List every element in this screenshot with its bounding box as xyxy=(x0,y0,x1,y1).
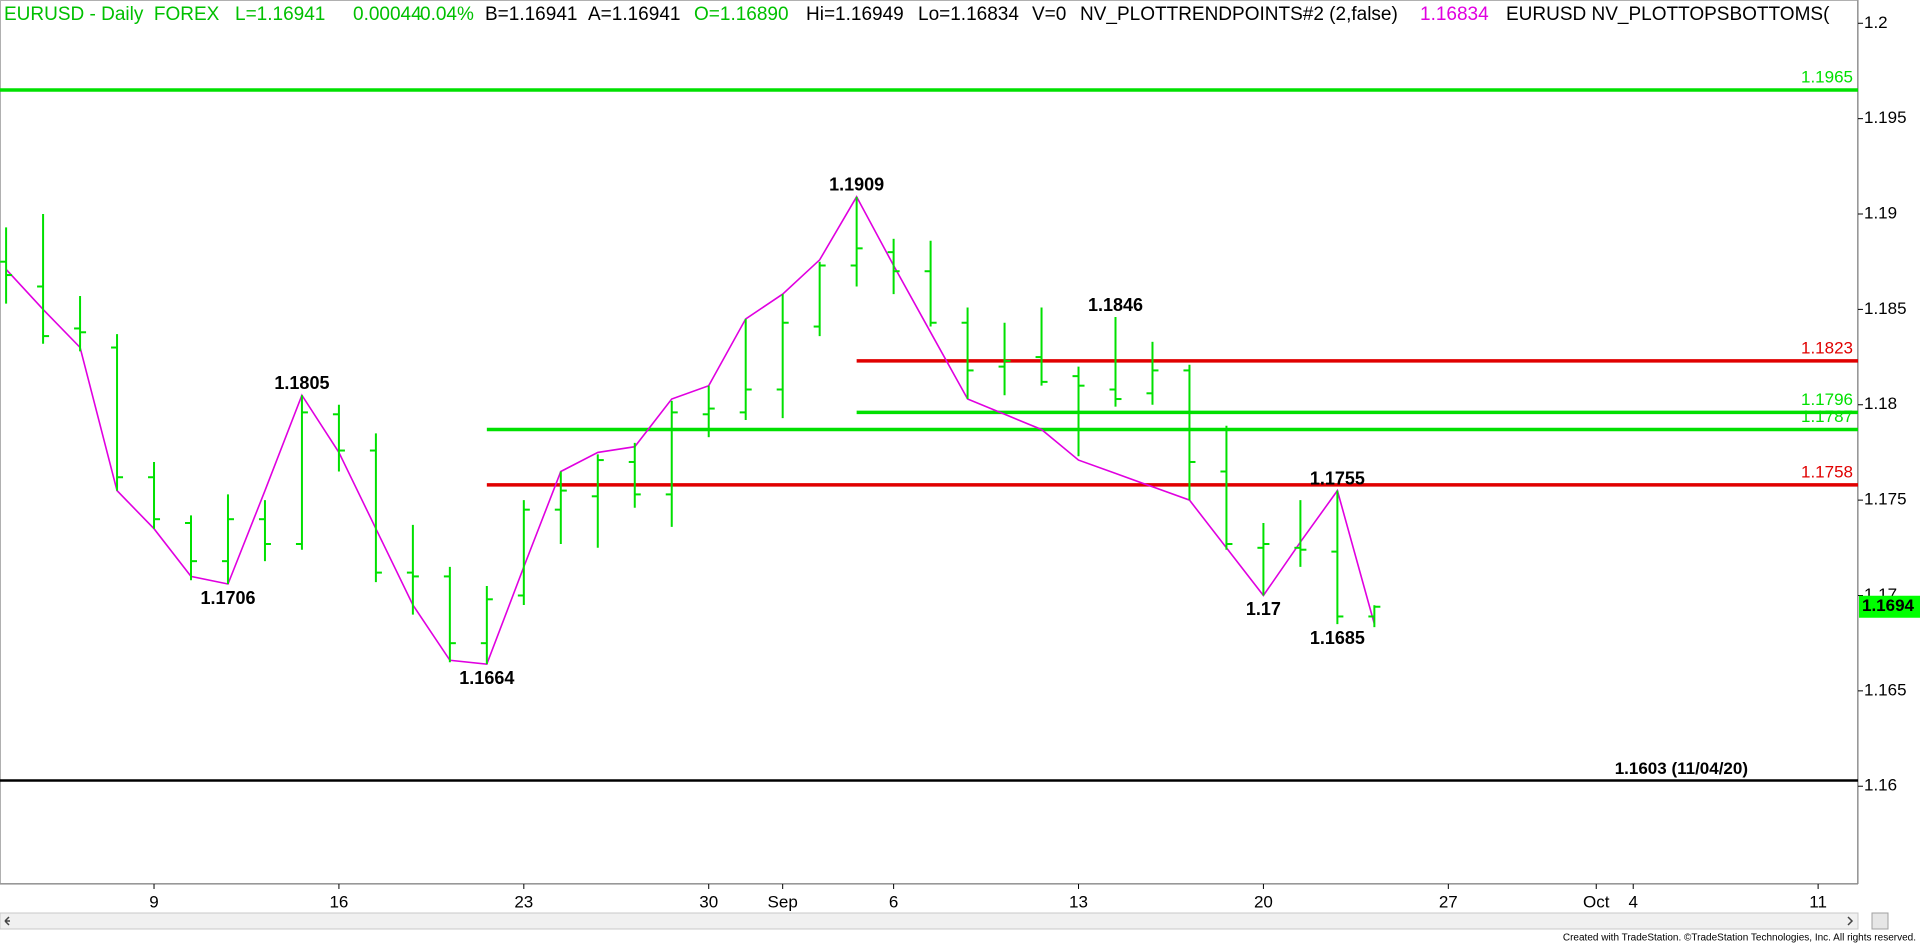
last-price-label: 1.1694 xyxy=(1862,596,1915,615)
footer: Created with TradeStation. ©TradeStation… xyxy=(1563,933,1916,944)
status-text: EURUSD NV_PLOTTOPSBOTTOMS( xyxy=(1506,4,1830,25)
level-label: 1.1758 xyxy=(1801,462,1853,481)
x-tick-label: 23 xyxy=(514,892,533,911)
status-text: Hi=1.16949 xyxy=(806,4,904,25)
y-tick-label: 1.2 xyxy=(1864,13,1888,32)
x-tick-label: 16 xyxy=(329,892,348,911)
pivot-label: 1.1664 xyxy=(459,668,514,688)
x-tick-label: 9 xyxy=(149,892,158,911)
y-tick-label: 1.165 xyxy=(1864,680,1907,699)
y-tick-label: 1.19 xyxy=(1864,203,1897,222)
scroll-corner-button[interactable] xyxy=(1871,912,1889,930)
status-text: B=1.16941 xyxy=(485,4,577,25)
pivot-label: 1.1755 xyxy=(1310,468,1365,488)
pivot-label: 1.1805 xyxy=(274,373,329,393)
y-tick-label: 1.185 xyxy=(1864,299,1907,318)
trend-line xyxy=(5,195,1376,666)
status-text: O=1.16890 xyxy=(694,4,789,25)
x-tick-label: Oct xyxy=(1583,892,1610,911)
x-tick-label: 20 xyxy=(1254,892,1273,911)
status-text: 0.00044 xyxy=(353,4,422,25)
last-price-tag: 1.1694 xyxy=(1859,595,1920,618)
level-label: 1.1796 xyxy=(1801,390,1853,409)
status-text: Lo=1.16834 xyxy=(918,4,1019,25)
scroll-track[interactable] xyxy=(0,912,1859,930)
scroll-left-arrow[interactable] xyxy=(4,916,10,926)
last-price-box xyxy=(1859,595,1920,618)
x-tick-label: 6 xyxy=(889,892,898,911)
y-tick-label: 1.175 xyxy=(1864,490,1907,509)
pivot-label: 1.1685 xyxy=(1310,628,1365,648)
x-tick-label: 27 xyxy=(1439,892,1458,911)
level-label: 1.1603 (11/04/20) xyxy=(1615,759,1748,778)
status-text: V=0 xyxy=(1032,4,1066,25)
status-text: EURUSD - Daily FOREX xyxy=(4,4,220,25)
status-text: L=1.16941 xyxy=(235,4,325,25)
x-tick-label: Sep xyxy=(768,892,798,911)
status-line: EURUSD - Daily FOREX L=1.16941 0.000440.04… xyxy=(4,4,1830,25)
status-text: 0.04% xyxy=(420,4,474,25)
status-text: NV_PLOTTRENDPOINTS#2 (2,false) xyxy=(1080,4,1398,25)
x-tick-label: 4 xyxy=(1628,892,1637,911)
pivot-label: 1.1706 xyxy=(200,588,255,608)
pivot-label: 1.1909 xyxy=(829,175,884,195)
pivot-label: 1.17 xyxy=(1246,599,1281,619)
y-tick-label: 1.16 xyxy=(1864,776,1897,795)
level-label: 1.1823 xyxy=(1801,338,1853,357)
x-tick-label: 30 xyxy=(699,892,718,911)
x-tick-label: 13 xyxy=(1069,892,1088,911)
level-label: 1.1787 xyxy=(1801,407,1853,426)
x-tick-label: 11 xyxy=(1809,892,1827,911)
y-tick-label: 1.195 xyxy=(1864,108,1907,127)
status-text: A=1.16941 xyxy=(588,4,680,25)
y-tick-label: 1.18 xyxy=(1864,394,1897,413)
scroll-right-arrow[interactable] xyxy=(1847,916,1854,926)
level-label: 1.1965 xyxy=(1801,68,1853,87)
scrollbar[interactable] xyxy=(0,912,1889,930)
status-text: 1.16834 xyxy=(1420,4,1489,25)
pivot-label: 1.1846 xyxy=(1088,295,1143,315)
